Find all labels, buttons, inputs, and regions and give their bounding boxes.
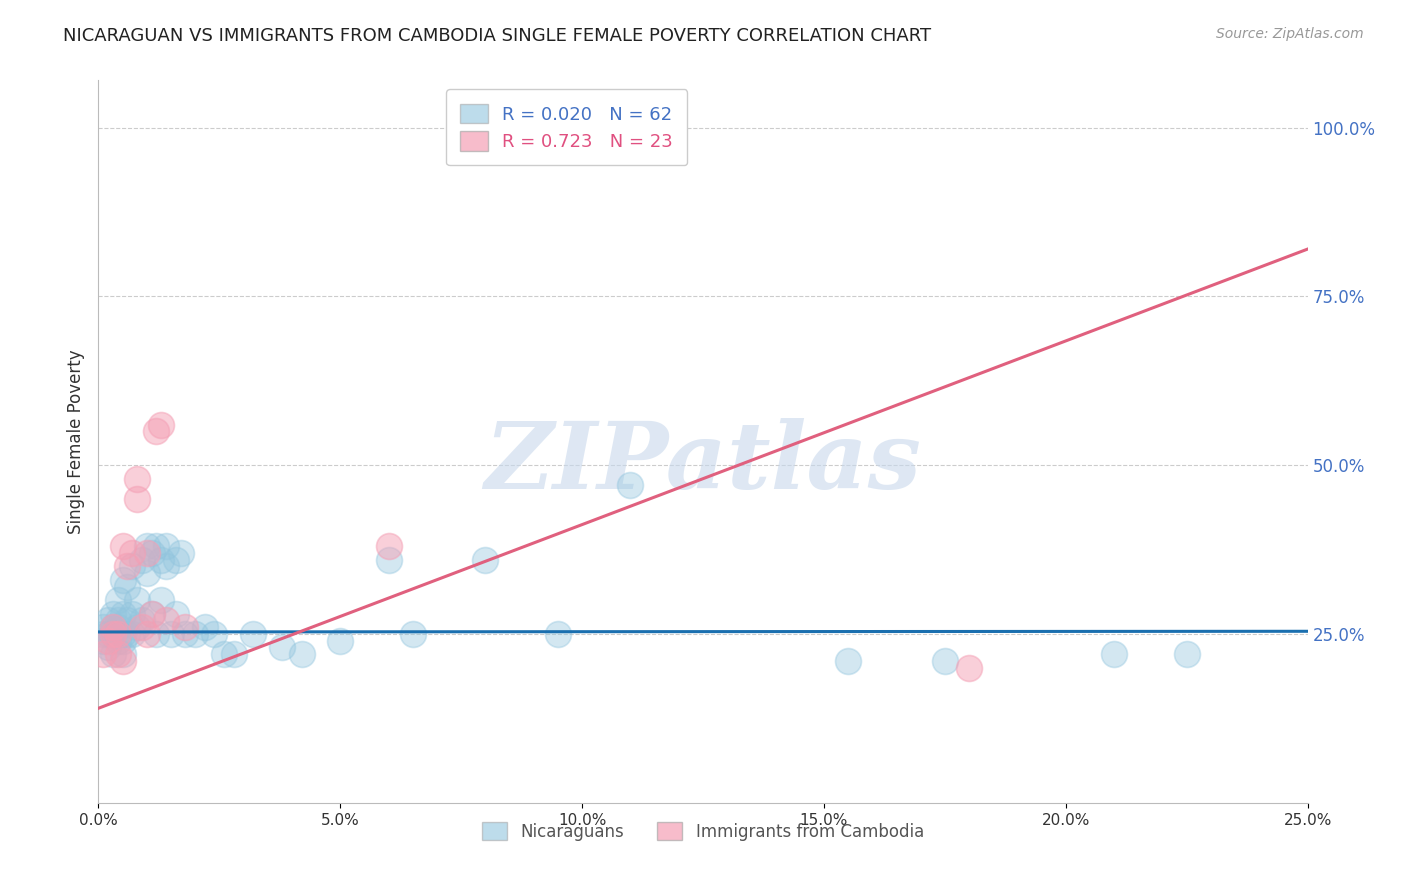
- Point: [155, 539, 177, 553]
- Point: [97, 633, 120, 648]
- Point: [121, 546, 143, 560]
- Point: [212, 647, 235, 661]
- Point: [107, 647, 129, 661]
- Point: [107, 620, 129, 634]
- Point: [135, 627, 157, 641]
- Point: [150, 552, 173, 566]
- Point: [127, 491, 149, 506]
- Point: [155, 559, 177, 574]
- Point: [91, 633, 114, 648]
- Point: [204, 627, 226, 641]
- Point: [1175, 647, 1198, 661]
- Point: [97, 614, 120, 628]
- Point: [290, 647, 312, 661]
- Point: [121, 627, 143, 641]
- Point: [141, 607, 163, 621]
- Point: [101, 627, 124, 641]
- Point: [97, 640, 120, 655]
- Point: [377, 552, 399, 566]
- Point: [169, 546, 191, 560]
- Point: [135, 566, 157, 581]
- Point: [101, 627, 124, 641]
- Point: [91, 627, 114, 641]
- Point: [101, 647, 124, 661]
- Point: [117, 559, 139, 574]
- Point: [135, 539, 157, 553]
- Point: [101, 620, 124, 634]
- Point: [111, 654, 134, 668]
- Point: [402, 627, 425, 641]
- Point: [127, 620, 149, 634]
- Point: [131, 552, 153, 566]
- Point: [117, 627, 139, 641]
- Point: [107, 593, 129, 607]
- Point: [91, 620, 114, 634]
- Point: [141, 607, 163, 621]
- Point: [165, 552, 187, 566]
- Point: [111, 627, 134, 641]
- Point: [619, 478, 641, 492]
- Point: [242, 627, 264, 641]
- Point: [131, 620, 153, 634]
- Point: [111, 647, 134, 661]
- Text: Source: ZipAtlas.com: Source: ZipAtlas.com: [1216, 27, 1364, 41]
- Point: [145, 627, 167, 641]
- Point: [160, 627, 183, 641]
- Point: [957, 661, 980, 675]
- Point: [934, 654, 956, 668]
- Point: [127, 472, 149, 486]
- Point: [145, 425, 167, 439]
- Point: [165, 607, 187, 621]
- Y-axis label: Single Female Poverty: Single Female Poverty: [66, 350, 84, 533]
- Point: [101, 620, 124, 634]
- Point: [111, 633, 134, 648]
- Point: [107, 614, 129, 628]
- Point: [377, 539, 399, 553]
- Point: [174, 620, 197, 634]
- Point: [91, 647, 114, 661]
- Point: [107, 633, 129, 648]
- Point: [547, 627, 569, 641]
- Point: [117, 580, 139, 594]
- Point: [837, 654, 859, 668]
- Point: [111, 539, 134, 553]
- Point: [150, 417, 173, 432]
- Point: [271, 640, 294, 655]
- Point: [474, 552, 496, 566]
- Point: [150, 593, 173, 607]
- Point: [184, 627, 207, 641]
- Point: [135, 546, 157, 560]
- Point: [111, 573, 134, 587]
- Legend: Nicaraguans, Immigrants from Cambodia: Nicaraguans, Immigrants from Cambodia: [471, 810, 935, 852]
- Point: [131, 614, 153, 628]
- Point: [121, 559, 143, 574]
- Point: [523, 120, 546, 135]
- Point: [329, 633, 352, 648]
- Point: [121, 607, 143, 621]
- Point: [101, 607, 124, 621]
- Point: [155, 614, 177, 628]
- Point: [107, 627, 129, 641]
- Point: [117, 614, 139, 628]
- Point: [222, 647, 245, 661]
- Point: [174, 627, 197, 641]
- Point: [1102, 647, 1125, 661]
- Point: [127, 593, 149, 607]
- Text: ZIPatlas: ZIPatlas: [485, 418, 921, 508]
- Point: [141, 546, 163, 560]
- Text: NICARAGUAN VS IMMIGRANTS FROM CAMBODIA SINGLE FEMALE POVERTY CORRELATION CHART: NICARAGUAN VS IMMIGRANTS FROM CAMBODIA S…: [63, 27, 931, 45]
- Point: [145, 539, 167, 553]
- Point: [97, 627, 120, 641]
- Point: [194, 620, 217, 634]
- Point: [111, 607, 134, 621]
